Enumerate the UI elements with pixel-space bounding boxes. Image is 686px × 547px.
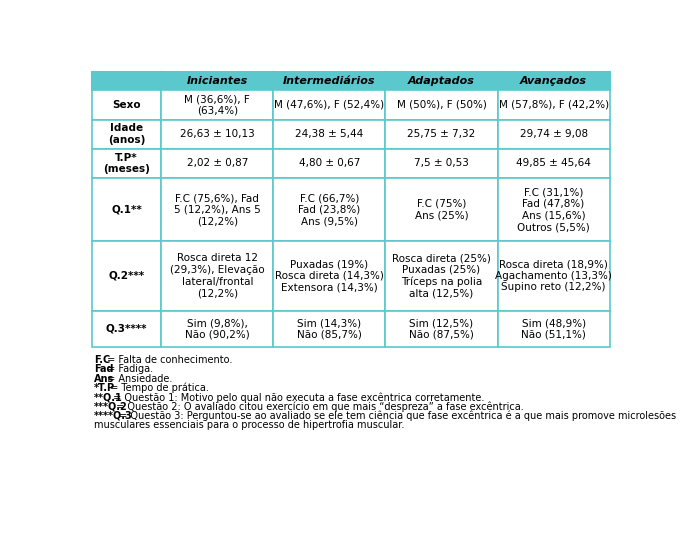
Text: Sim (14,3%)
Não (85,7%): Sim (14,3%) Não (85,7%) bbox=[297, 318, 362, 340]
Text: Idade
(anos): Idade (anos) bbox=[108, 124, 145, 145]
Bar bbox=[497, 72, 610, 90]
Text: = Questão 1: Motivo pelo qual não executa a fase excêntrica corretamente.: = Questão 1: Motivo pelo qual não execut… bbox=[110, 392, 484, 403]
Text: F.C (75%)
Ans (25%): F.C (75%) Ans (25%) bbox=[415, 199, 469, 220]
Text: T.P*
(meses): T.P* (meses) bbox=[103, 153, 150, 174]
Text: Sim (48,9%)
Não (51,1%): Sim (48,9%) Não (51,1%) bbox=[521, 318, 586, 340]
Bar bbox=[497, 311, 610, 347]
Bar bbox=[274, 120, 386, 149]
Bar bbox=[161, 90, 274, 120]
Bar bbox=[161, 311, 274, 347]
Text: Rosca direta (25%)
Puxadas (25%)
Tríceps na polia
alta (12,5%): Rosca direta (25%) Puxadas (25%) Tríceps… bbox=[392, 253, 491, 299]
Text: ****Q.3: ****Q.3 bbox=[94, 411, 133, 421]
Text: Adaptados: Adaptados bbox=[408, 76, 475, 86]
Text: ***Q.2: ***Q.2 bbox=[94, 401, 128, 411]
Bar bbox=[161, 120, 274, 149]
Bar bbox=[92, 241, 161, 311]
Bar bbox=[92, 178, 161, 241]
Text: = Questão 3: Perguntou-se ao avaliado se ele tem ciência que fase excêntrica é a: = Questão 3: Perguntou-se ao avaliado se… bbox=[117, 411, 676, 421]
Text: 26,63 ± 10,13: 26,63 ± 10,13 bbox=[180, 129, 255, 139]
Text: = Tempo de prática.: = Tempo de prática. bbox=[107, 383, 209, 393]
Bar bbox=[161, 241, 274, 311]
Text: musculares essenciais para o processo de hipertrofia muscular.: musculares essenciais para o processo de… bbox=[94, 420, 405, 430]
Bar bbox=[161, 72, 274, 90]
Bar bbox=[497, 149, 610, 178]
Text: Avançados: Avançados bbox=[520, 76, 587, 86]
Text: 24,38 ± 5,44: 24,38 ± 5,44 bbox=[295, 129, 364, 139]
Text: 4,80 ± 0,67: 4,80 ± 0,67 bbox=[299, 159, 360, 168]
Text: 29,74 ± 9,08: 29,74 ± 9,08 bbox=[519, 129, 588, 139]
Text: M (57,8%), F (42,2%): M (57,8%), F (42,2%) bbox=[499, 100, 608, 110]
Bar bbox=[497, 90, 610, 120]
Bar bbox=[92, 72, 161, 90]
Text: *T.P: *T.P bbox=[94, 383, 115, 393]
Bar bbox=[386, 149, 497, 178]
Bar bbox=[274, 311, 386, 347]
Text: = Ansiedade.: = Ansiedade. bbox=[104, 374, 172, 383]
Text: Q.2***: Q.2*** bbox=[108, 271, 145, 281]
Text: F.C (66,7%)
Fad (23,8%)
Ans (9,5%): F.C (66,7%) Fad (23,8%) Ans (9,5%) bbox=[298, 193, 361, 226]
Text: M (47,6%), F (52,4%): M (47,6%), F (52,4%) bbox=[274, 100, 385, 110]
Bar bbox=[386, 90, 497, 120]
Text: F.C (75,6%), Fad
5 (12,2%), Ans 5
(12,2%): F.C (75,6%), Fad 5 (12,2%), Ans 5 (12,2%… bbox=[174, 193, 261, 226]
Text: 7,5 ± 0,53: 7,5 ± 0,53 bbox=[414, 159, 469, 168]
Bar bbox=[92, 311, 161, 347]
Text: Sexo: Sexo bbox=[113, 100, 141, 110]
Text: M (36,6%), F
(63,4%): M (36,6%), F (63,4%) bbox=[185, 94, 250, 116]
Text: Sim (9,8%),
Não (90,2%): Sim (9,8%), Não (90,2%) bbox=[185, 318, 250, 340]
Text: **Q.1: **Q.1 bbox=[94, 392, 123, 402]
Text: = Fadiga.: = Fadiga. bbox=[104, 364, 153, 374]
Text: = Questão 2: O avaliado citou exercício em que mais “despreza” a fase excêntrica: = Questão 2: O avaliado citou exercício … bbox=[113, 401, 524, 412]
Text: Ans: Ans bbox=[94, 374, 115, 383]
Text: F.C: F.C bbox=[94, 355, 110, 365]
Bar bbox=[497, 241, 610, 311]
Text: 2,02 ± 0,87: 2,02 ± 0,87 bbox=[187, 159, 248, 168]
Bar bbox=[92, 149, 161, 178]
Bar bbox=[386, 311, 497, 347]
Bar bbox=[274, 72, 386, 90]
Bar bbox=[386, 241, 497, 311]
Text: Q.3****: Q.3**** bbox=[106, 324, 147, 334]
Bar bbox=[274, 241, 386, 311]
Text: Rosca direta 12
(29,3%), Elevação
lateral/frontal
(12,2%): Rosca direta 12 (29,3%), Elevação latera… bbox=[170, 253, 265, 298]
Bar bbox=[497, 178, 610, 241]
Text: Intermediários: Intermediários bbox=[283, 76, 376, 86]
Bar bbox=[92, 120, 161, 149]
Bar bbox=[161, 178, 274, 241]
Text: Fad: Fad bbox=[94, 364, 114, 374]
Bar bbox=[274, 178, 386, 241]
Bar bbox=[497, 120, 610, 149]
Bar bbox=[274, 149, 386, 178]
Bar bbox=[386, 72, 497, 90]
Text: M (50%), F (50%): M (50%), F (50%) bbox=[397, 100, 486, 110]
Text: Rosca direta (18,9%)
Agachamento (13,3%)
Supino reto (12,2%): Rosca direta (18,9%) Agachamento (13,3%)… bbox=[495, 259, 612, 293]
Bar bbox=[274, 90, 386, 120]
Text: Iniciantes: Iniciantes bbox=[187, 76, 248, 86]
Text: Sim (12,5%)
Não (87,5%): Sim (12,5%) Não (87,5%) bbox=[409, 318, 474, 340]
Text: 25,75 ± 7,32: 25,75 ± 7,32 bbox=[407, 129, 475, 139]
Text: F.C (31,1%)
Fad (47,8%)
Ans (15,6%)
Outros (5,5%): F.C (31,1%) Fad (47,8%) Ans (15,6%) Outr… bbox=[517, 187, 590, 232]
Bar bbox=[161, 149, 274, 178]
Bar bbox=[386, 178, 497, 241]
Bar bbox=[92, 90, 161, 120]
Text: = Falta de conhecimento.: = Falta de conhecimento. bbox=[104, 355, 232, 365]
Text: Puxadas (19%)
Rosca direta (14,3%)
Extensora (14,3%): Puxadas (19%) Rosca direta (14,3%) Exten… bbox=[275, 259, 384, 293]
Text: 49,85 ± 45,64: 49,85 ± 45,64 bbox=[516, 159, 591, 168]
Text: Q.1**: Q.1** bbox=[111, 205, 142, 214]
Bar bbox=[386, 120, 497, 149]
